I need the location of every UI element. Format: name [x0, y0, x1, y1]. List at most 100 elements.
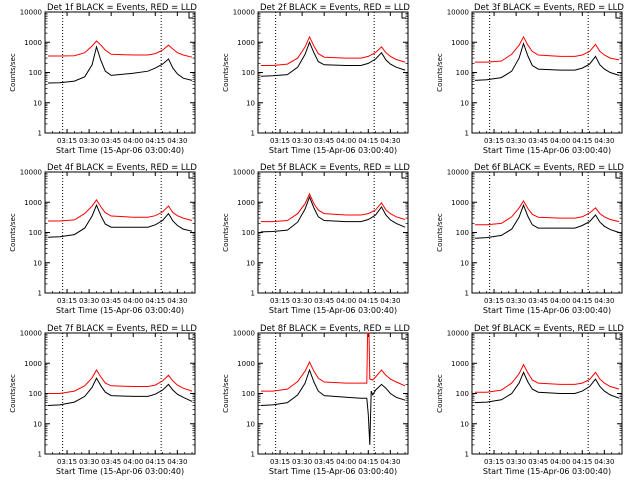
y-tick-label: 1	[251, 130, 255, 138]
plot-frame	[44, 332, 196, 455]
x-tick-label: 03:30	[506, 458, 526, 466]
corner-marker	[615, 172, 620, 179]
x-tick-label: 03:15	[484, 137, 504, 145]
x-tick-label: 03:45	[528, 458, 548, 466]
x-tick-label: 04:15	[572, 297, 592, 305]
y-tick-label: 1000	[451, 199, 469, 207]
y-tick-label: 10	[33, 259, 42, 267]
plot-frame	[44, 171, 196, 294]
y-axis-label: Counts/sec	[9, 53, 17, 92]
panel-title: Det 6f BLACK = Events, RED = LLD	[474, 163, 624, 173]
plot-frame	[257, 11, 409, 134]
x-tick-label: 04:00	[550, 458, 570, 466]
corner-marker	[188, 12, 193, 19]
x-axis-label: Start Time (15-Apr-06 03:00:40)	[269, 146, 397, 155]
y-tick-label: 10	[33, 99, 42, 107]
x-tick-label: 04:15	[145, 137, 165, 145]
y-tick-label: 1000	[451, 39, 469, 47]
x-tick-label: 03:15	[270, 137, 290, 145]
x-axis-label: Start Time (15-Apr-06 03:00:40)	[56, 467, 184, 476]
panel-title: Det 5f BLACK = Events, RED = LLD	[260, 163, 410, 173]
panel-title: Det 8f BLACK = Events, RED = LLD	[260, 324, 410, 334]
y-tick-label: 100	[29, 69, 42, 77]
x-tick-label: 03:45	[101, 137, 121, 145]
detector-panel: Det 2f BLACK = Events, RED = LLD 1 10 100 10…	[222, 3, 410, 155]
y-tick-label: 10	[246, 99, 255, 107]
y-tick-label: 1	[251, 451, 255, 459]
corner-marker	[401, 172, 406, 179]
y-axis-label: Counts/sec	[436, 53, 444, 92]
y-tick-label: 10000	[233, 9, 255, 17]
plot-frame	[471, 332, 623, 455]
x-tick-label: 04:30	[380, 458, 400, 466]
y-tick-label: 10000	[20, 169, 42, 177]
y-tick-label: 10	[33, 420, 42, 428]
lld-series-line	[47, 40, 193, 58]
y-tick-label: 1	[38, 130, 42, 138]
events-series-line	[474, 42, 620, 81]
y-tick-label: 10000	[233, 330, 255, 338]
x-tick-label: 03:45	[528, 297, 548, 305]
corner-marker	[188, 333, 193, 340]
y-tick-label: 10	[460, 99, 469, 107]
y-tick-label: 10000	[447, 9, 469, 17]
detector-panel: Det 9f BLACK = Events, RED = LLD 1 10 100 10…	[436, 324, 624, 476]
events-series-line	[47, 203, 193, 238]
x-tick-label: 04:30	[380, 137, 400, 145]
lld-series-line	[260, 332, 406, 392]
x-tick-label: 03:45	[528, 137, 548, 145]
events-series-line	[260, 368, 406, 445]
y-axis-label: Counts/sec	[222, 53, 230, 92]
x-tick-label: 04:15	[358, 297, 378, 305]
y-axis-label: Counts/sec	[222, 374, 230, 413]
x-tick-label: 03:15	[484, 297, 504, 305]
y-tick-label: 100	[456, 69, 469, 77]
y-tick-label: 10000	[447, 169, 469, 177]
events-series-line	[47, 45, 193, 84]
y-tick-label: 1000	[237, 360, 255, 368]
lld-series-line	[474, 35, 620, 63]
y-axis-label: Counts/sec	[436, 213, 444, 252]
corner-marker	[401, 333, 406, 340]
y-tick-label: 1000	[451, 360, 469, 368]
x-axis-label: Start Time (15-Apr-06 03:00:40)	[483, 146, 611, 155]
lld-series-line	[260, 35, 406, 66]
x-tick-label: 03:30	[506, 297, 526, 305]
detector-panel: Det 4f BLACK = Events, RED = LLD 1 10 100 10…	[9, 163, 197, 315]
detector-panel: Det 8f BLACK = Events, RED = LLD 1 10 100 10…	[222, 324, 410, 476]
x-tick-label: 03:45	[101, 458, 121, 466]
x-tick-label: 04:00	[336, 458, 356, 466]
y-tick-label: 10	[460, 259, 469, 267]
x-axis-label: Start Time (15-Apr-06 03:00:40)	[483, 306, 611, 315]
y-tick-label: 1	[465, 130, 469, 138]
y-tick-label: 100	[456, 390, 469, 398]
y-tick-label: 100	[242, 69, 255, 77]
x-tick-label: 04:30	[167, 458, 187, 466]
y-tick-label: 1	[38, 451, 42, 459]
y-tick-label: 1	[465, 290, 469, 298]
x-tick-label: 03:30	[292, 297, 312, 305]
x-axis-label: Start Time (15-Apr-06 03:00:40)	[56, 306, 184, 315]
lld-series-line	[260, 192, 406, 223]
corner-marker	[188, 172, 193, 179]
y-axis-label: Counts/sec	[9, 213, 17, 252]
panel-title: Det 2f BLACK = Events, RED = LLD	[260, 3, 410, 13]
x-axis-label: Start Time (15-Apr-06 03:00:40)	[269, 467, 397, 476]
events-series-line	[474, 203, 620, 239]
y-tick-label: 1000	[24, 39, 42, 47]
x-axis-label: Start Time (15-Apr-06 03:00:40)	[269, 306, 397, 315]
detector-panel: Det 1f BLACK = Events, RED = LLD 1 10 100 10…	[9, 3, 197, 155]
plot-frame	[471, 171, 623, 294]
y-tick-label: 100	[456, 229, 469, 237]
x-axis-label: Start Time (15-Apr-06 03:00:40)	[56, 146, 184, 155]
y-tick-label: 1	[38, 290, 42, 298]
x-tick-label: 03:45	[314, 137, 334, 145]
x-tick-label: 04:15	[572, 137, 592, 145]
y-tick-label: 1	[251, 290, 255, 298]
y-axis-label: Counts/sec	[222, 213, 230, 252]
panel-title: Det 3f BLACK = Events, RED = LLD	[474, 3, 624, 13]
x-tick-label: 03:45	[314, 458, 334, 466]
x-tick-label: 04:00	[550, 297, 570, 305]
plot-frame	[44, 11, 196, 134]
